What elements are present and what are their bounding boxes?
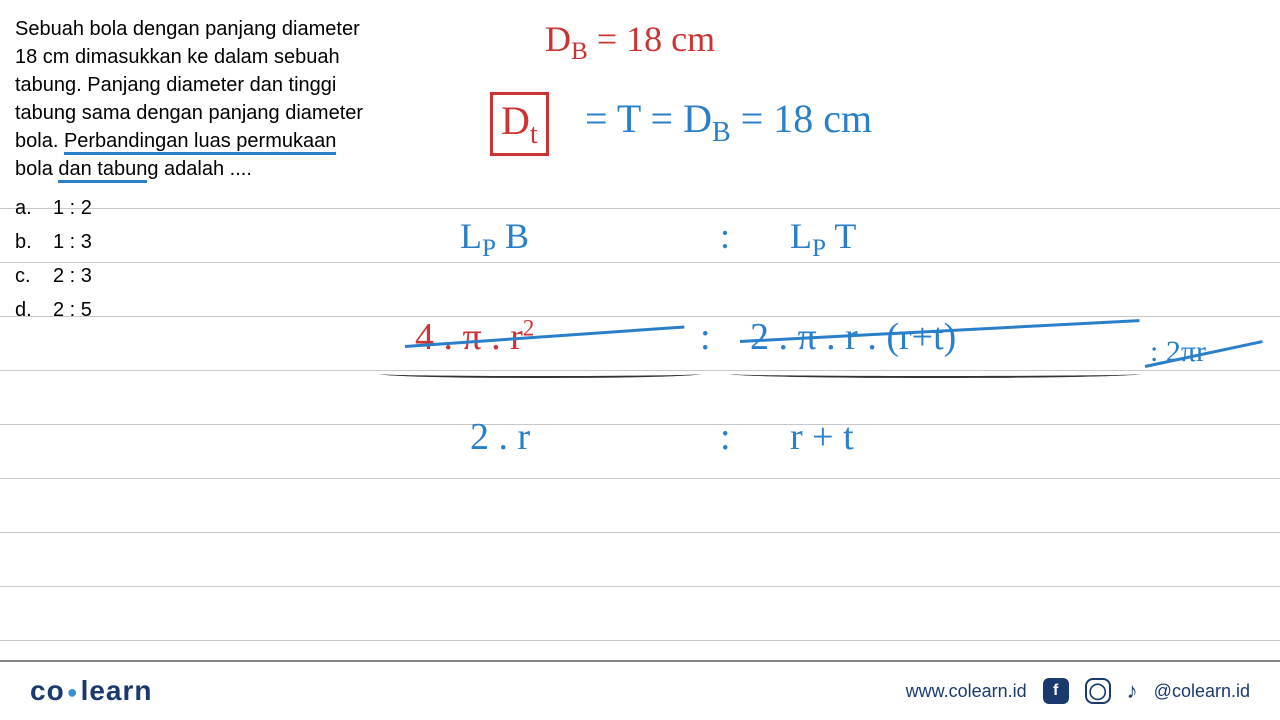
- options-list: a. 1 : 2 b. 1 : 3 c. 2 : 3 d. 2 : 5: [15, 191, 395, 327]
- option-row: a. 1 : 2: [15, 191, 395, 225]
- option-letter: b.: [15, 228, 35, 256]
- question-text: Sebuah bola dengan panjang diameter 18 c…: [15, 15, 395, 183]
- grouping-curve: [730, 370, 1140, 378]
- hw-given-db: DB = 18 cm: [545, 18, 715, 66]
- facebook-icon: f: [1043, 678, 1069, 704]
- option-letter: a.: [15, 194, 35, 222]
- q-line6-underlined: dan tabun: [58, 158, 147, 183]
- hw-simplified-right: r + t: [790, 415, 854, 459]
- footer-bar: co●learn www.colearn.id f ◯ ♪ @colearn.i…: [0, 660, 1280, 720]
- q-line5-pre: bola.: [15, 130, 64, 152]
- footer-url: www.colearn.id: [906, 681, 1027, 702]
- q-line1: Sebuah bola dengan panjang diameter: [15, 18, 360, 40]
- instagram-icon: ◯: [1085, 678, 1111, 704]
- hw-lp-b: LP B: [460, 215, 529, 263]
- colearn-logo: co●learn: [30, 675, 153, 707]
- tiktok-icon: ♪: [1127, 678, 1138, 704]
- logo-post: learn: [81, 675, 153, 706]
- q-line6-post: g adalah ....: [147, 158, 252, 180]
- option-row: c. 2 : 3: [15, 259, 395, 293]
- q-line4: tabung sama dengan panjang diameter: [15, 102, 363, 124]
- q-line5-underlined: Perbandingan luas permukaan: [64, 130, 336, 155]
- option-row: d. 2 : 5: [15, 293, 395, 327]
- option-value: 2 : 3: [53, 262, 92, 290]
- hw-simplified-left: 2 . r: [470, 415, 530, 459]
- option-row: b. 1 : 3: [15, 225, 395, 259]
- q-line3: tabung. Panjang diameter dan tinggi: [15, 74, 336, 96]
- option-value: 1 : 3: [53, 228, 92, 256]
- q-line2: 18 cm dimasukkan ke dalam sebuah: [15, 46, 340, 68]
- hw-colon-2: :: [700, 315, 711, 359]
- logo-pre: co: [30, 675, 65, 706]
- footer-right: www.colearn.id f ◯ ♪ @colearn.id: [906, 678, 1250, 704]
- hw-equality: = T = DB = 18 cm: [585, 95, 872, 149]
- logo-dot: ●: [67, 682, 79, 702]
- option-value: 2 : 5: [53, 296, 92, 324]
- hw-colon-3: :: [720, 415, 731, 459]
- option-value: 1 : 2: [53, 194, 92, 222]
- dt-boxed: Dt: [490, 92, 549, 156]
- question-panel: Sebuah bola dengan panjang diameter 18 c…: [15, 15, 395, 327]
- option-letter: c.: [15, 262, 35, 290]
- grouping-curve: [380, 370, 700, 378]
- option-letter: d.: [15, 296, 35, 324]
- hw-colon-1: :: [720, 215, 730, 257]
- hw-lp-t: LP T: [790, 215, 856, 263]
- q-line6-pre: bola: [15, 158, 58, 180]
- footer-handle: @colearn.id: [1154, 681, 1250, 702]
- hw-dt-box: Dt: [490, 92, 549, 156]
